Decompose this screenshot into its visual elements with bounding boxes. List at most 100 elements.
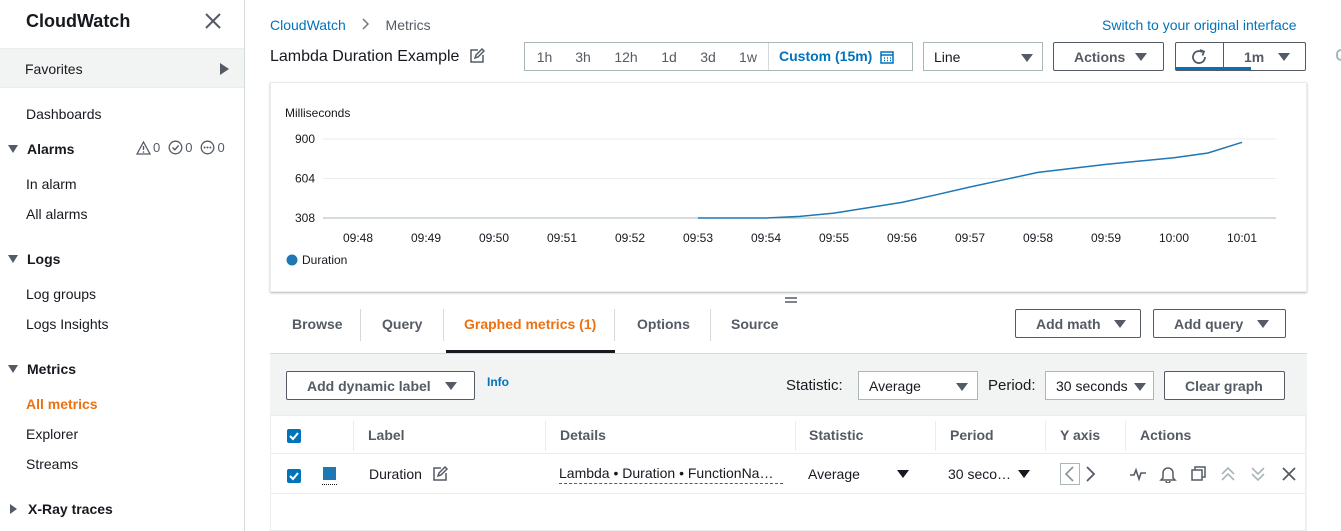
caret-right-icon: [10, 504, 17, 514]
range-3d[interactable]: 3d: [700, 48, 716, 65]
sidebar-favorites[interactable]: Favorites: [0, 48, 244, 88]
actions-button[interactable]: Actions: [1053, 42, 1164, 71]
metrics-label: Metrics: [27, 361, 77, 377]
caret-down-icon: [8, 255, 18, 263]
row-statistic-select[interactable]: Average: [808, 466, 860, 482]
alarm-count-ok[interactable]: 0: [168, 140, 192, 155]
sidebar-section-xray[interactable]: X-Ray traces: [8, 501, 113, 517]
breadcrumb-cloudwatch[interactable]: CloudWatch: [270, 17, 346, 33]
clear-graph-button[interactable]: Clear graph: [1164, 371, 1285, 400]
edit-label-icon[interactable]: [432, 466, 448, 482]
caret-down-icon: [1278, 53, 1290, 61]
chart-type-select[interactable]: Line: [923, 42, 1043, 71]
tab-graphed-metrics[interactable]: Graphed metrics (1): [464, 316, 597, 332]
count-value: 0: [185, 140, 193, 155]
sidebar-section-alarms[interactable]: Alarms: [8, 141, 74, 157]
sidebar: CloudWatch Favorites Dashboards Alarms 0…: [0, 0, 245, 531]
x-tick-label: 09:57: [955, 231, 985, 245]
sidebar-item-explorer[interactable]: Explorer: [26, 426, 79, 442]
caret-down-icon: [1257, 320, 1269, 328]
add-dynamic-label-button[interactable]: Add dynamic label: [286, 371, 475, 400]
resize-handle-icon[interactable]: [784, 296, 798, 304]
bell-icon[interactable]: [1159, 465, 1177, 483]
dynamic-label-text: Add dynamic label: [307, 378, 431, 394]
x-tick-label: 09:50: [479, 231, 509, 245]
tab-query[interactable]: Query: [382, 316, 423, 332]
column-divider: [795, 421, 796, 451]
tab-divider: [443, 309, 444, 341]
sidebar-item-all-alarms[interactable]: All alarms: [26, 206, 88, 222]
tab-source[interactable]: Source: [731, 316, 779, 332]
range-custom[interactable]: Custom (15m): [768, 43, 904, 70]
breadcrumb-metrics: Metrics: [385, 17, 431, 33]
column-divider: [935, 421, 936, 451]
sidebar-title: CloudWatch: [26, 11, 131, 31]
range-1d[interactable]: 1d: [661, 48, 677, 65]
caret-down-icon: [1114, 320, 1126, 328]
row-checkbox[interactable]: [287, 469, 301, 483]
x-tick-label: 09:49: [411, 231, 441, 245]
y-axis-right-icon[interactable]: [1082, 465, 1100, 483]
tab-browse[interactable]: Browse: [292, 316, 343, 332]
move-up-icon[interactable]: [1219, 465, 1237, 483]
remove-icon[interactable]: [1280, 465, 1298, 483]
sidebar-section-logs[interactable]: Logs: [8, 251, 60, 267]
statistic-select[interactable]: Average: [858, 371, 978, 400]
series-color-swatch[interactable]: [323, 467, 336, 480]
select-all-checkbox[interactable]: [287, 429, 301, 443]
tab-divider: [710, 309, 711, 341]
chart-type-value: Line: [934, 49, 961, 65]
y-tick-label: 900: [295, 132, 315, 146]
tab-options[interactable]: Options: [637, 316, 690, 332]
metrics-tabs: Browse Query Graphed metrics (1) Options…: [270, 305, 1307, 354]
x-tick-label: 09:53: [683, 231, 713, 245]
period-value: 30 seconds: [1056, 378, 1128, 394]
x-tick-label: 09:59: [1091, 231, 1121, 245]
alarm-count-in-alarm[interactable]: 0: [136, 140, 160, 155]
tab-divider: [360, 309, 361, 341]
alarms-label: Alarms: [27, 141, 75, 157]
sidebar-item-log-groups[interactable]: Log groups: [26, 286, 97, 302]
refresh-progress: [1175, 67, 1251, 70]
refresh-icon[interactable]: [1190, 48, 1208, 66]
switch-interface-link[interactable]: Switch to your original interface: [1102, 17, 1297, 33]
sidebar-item-all-metrics[interactable]: All metrics: [26, 396, 98, 412]
alarm-count-insufficient[interactable]: 0: [200, 140, 225, 155]
calendar-icon: [880, 50, 895, 64]
add-math-button[interactable]: Add math: [1015, 309, 1141, 338]
duplicate-icon[interactable]: [1189, 465, 1207, 483]
line-chart: Milliseconds 308 604 900 09:48 09:49 09:50 09:5…: [285, 106, 1276, 267]
sidebar-item-logs-insights[interactable]: Logs Insights: [26, 316, 109, 332]
favorites-label: Favorites: [25, 61, 83, 77]
range-1h[interactable]: 1h: [536, 48, 553, 65]
pulse-icon[interactable]: [1129, 465, 1147, 483]
refresh-group: 1m: [1175, 42, 1306, 71]
close-icon[interactable]: [204, 12, 222, 30]
info-link[interactable]: Info: [487, 375, 509, 389]
period-label: Period:: [988, 377, 1036, 394]
period-select[interactable]: 30 seconds: [1045, 371, 1154, 400]
x-tick-label: 10:00: [1159, 231, 1189, 245]
row-label: Duration: [369, 466, 422, 482]
move-down-icon[interactable]: [1249, 465, 1267, 483]
range-12h[interactable]: 12h: [614, 48, 638, 65]
row-details[interactable]: Lambda • Duration • FunctionName: my-fun…: [559, 465, 783, 484]
column-header-details: Details: [560, 427, 606, 443]
sidebar-item-streams[interactable]: Streams: [26, 456, 79, 472]
sidebar-item-in-alarm[interactable]: In alarm: [26, 176, 77, 192]
range-1w[interactable]: 1w: [739, 48, 757, 65]
x-tick-label: 09:56: [887, 231, 917, 245]
add-query-button[interactable]: Add query: [1153, 309, 1286, 338]
row-period-select[interactable]: 30 seco…: [948, 466, 1012, 482]
breadcrumb: CloudWatch Metrics: [270, 17, 431, 33]
caret-down-icon: [445, 382, 457, 390]
edit-title-icon[interactable]: [469, 48, 485, 64]
x-tick-label: 09:55: [819, 231, 849, 245]
sidebar-section-metrics[interactable]: Metrics: [8, 361, 76, 377]
time-range-selector: 1h 3h 12h 1d 3d 1w Custom (15m): [524, 42, 913, 71]
refresh-interval-select[interactable]: 1m: [1244, 49, 1265, 65]
sidebar-item-dashboards[interactable]: Dashboards: [26, 106, 102, 122]
range-3h[interactable]: 3h: [575, 48, 591, 65]
warning-icon: [136, 140, 151, 155]
y-axis-left-icon[interactable]: [1060, 463, 1080, 485]
